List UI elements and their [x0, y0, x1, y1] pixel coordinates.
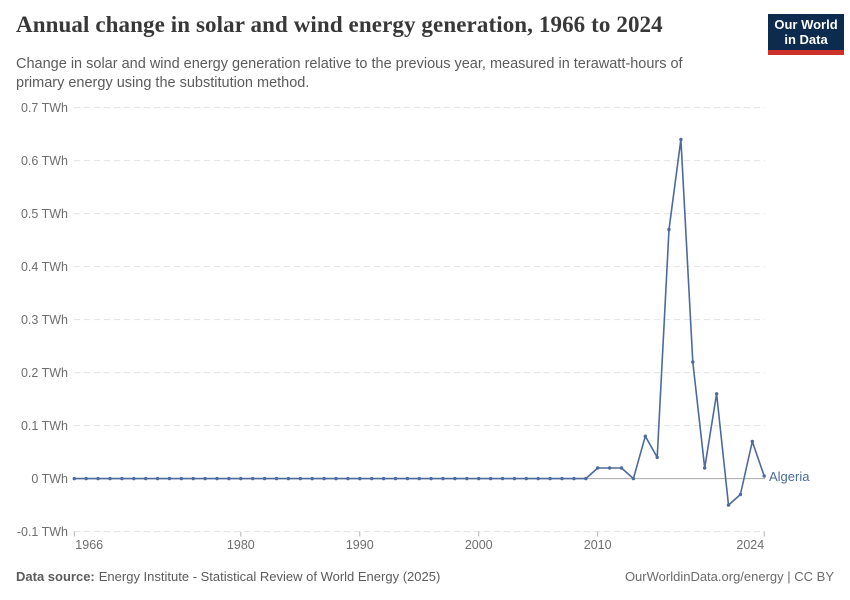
y-axis-label: 0.7 TWh — [20, 100, 68, 115]
data-point[interactable] — [417, 476, 421, 481]
data-point[interactable] — [619, 466, 624, 470]
x-axis-label: 2000 — [464, 538, 493, 552]
data-source-note[interactable]: Data source: Energy Institute - Statistic… — [16, 569, 440, 584]
data-point[interactable] — [322, 476, 326, 481]
data-line[interactable] — [73, 138, 766, 506]
data-point[interactable] — [298, 476, 302, 481]
data-point[interactable] — [429, 476, 433, 481]
y-axis-label: 0.4 TWh — [20, 259, 68, 274]
data-point[interactable] — [477, 476, 481, 481]
x-axis-label: 1966 — [75, 538, 104, 552]
data-point[interactable] — [370, 476, 374, 481]
subtitle-line-1: Change in solar and wind energy generati… — [16, 56, 683, 72]
data-point[interactable] — [667, 227, 671, 232]
data-point[interactable] — [191, 476, 195, 481]
data-point[interactable] — [679, 137, 683, 142]
data-point[interactable] — [631, 476, 636, 481]
x-axis-label: 2024 — [736, 538, 765, 552]
data-point[interactable] — [548, 476, 552, 481]
data-point[interactable] — [84, 476, 88, 481]
owid-credit-link[interactable]: OurWorldinData.org/energy | CC BY — [624, 569, 834, 584]
data-point[interactable] — [215, 476, 219, 481]
data-point[interactable] — [584, 476, 588, 481]
data-point[interactable] — [274, 476, 279, 481]
data-point[interactable] — [179, 476, 184, 481]
data-point[interactable] — [691, 360, 695, 364]
data-point[interactable] — [750, 439, 754, 444]
data-point[interactable] — [393, 476, 398, 481]
data-point[interactable] — [441, 476, 445, 481]
data-point[interactable] — [738, 492, 743, 497]
data-point[interactable] — [167, 476, 172, 481]
data-point[interactable] — [405, 476, 410, 481]
owid-logo-line1: Our World — [774, 17, 838, 32]
x-axis-label: 1990 — [345, 538, 374, 552]
y-axis-label: 0.1 TWh — [20, 418, 68, 433]
y-axis-label: 0.3 TWh — [20, 312, 68, 327]
data-point[interactable] — [72, 476, 77, 481]
data-point[interactable] — [524, 476, 528, 481]
data-point[interactable] — [203, 476, 207, 481]
series-label-algeria[interactable]: Algeria — [769, 469, 810, 484]
x-axis-label: 2010 — [583, 538, 612, 552]
data-source-text: Energy Institute - Statistical Review of… — [98, 569, 441, 584]
data-point[interactable] — [227, 476, 231, 481]
y-axis-label: 0.6 TWh — [20, 153, 68, 168]
data-point[interactable] — [310, 476, 314, 481]
data-point[interactable] — [512, 476, 517, 481]
data-point[interactable] — [762, 474, 766, 478]
data-point[interactable] — [96, 476, 100, 481]
data-point[interactable] — [358, 476, 362, 481]
data-point[interactable] — [488, 476, 493, 481]
data-point[interactable] — [596, 466, 600, 470]
data-point[interactable] — [655, 455, 659, 460]
data-point[interactable] — [536, 476, 540, 481]
data-point[interactable] — [334, 476, 338, 481]
data-point[interactable] — [726, 503, 731, 507]
data-source-label: Data source: — [16, 569, 95, 584]
data-point[interactable] — [144, 476, 148, 481]
page-title: Annual change in solar and wind energy g… — [16, 12, 663, 37]
data-point[interactable] — [262, 476, 267, 481]
data-point[interactable] — [453, 476, 457, 481]
data-point[interactable] — [286, 476, 291, 481]
data-point[interactable] — [500, 476, 505, 481]
data-point[interactable] — [346, 476, 350, 481]
data-point[interactable] — [381, 476, 386, 481]
data-point[interactable] — [607, 466, 612, 470]
y-axis-label: 0 TWh — [31, 471, 68, 486]
data-point[interactable] — [714, 392, 719, 396]
subtitle-line-2: primary energy using the substitution me… — [16, 75, 310, 91]
y-axis-label: 0.5 TWh — [20, 206, 68, 221]
x-axis-label: 1980 — [226, 538, 255, 552]
data-point[interactable] — [132, 476, 136, 481]
data-point[interactable] — [560, 476, 564, 481]
y-axis-label: 0.2 TWh — [20, 365, 68, 380]
data-point[interactable] — [251, 476, 255, 481]
y-axis-label: -0.1 TWh — [16, 524, 68, 539]
data-point[interactable] — [108, 476, 112, 481]
chart-subtitle: Change in solar and wind energy generati… — [16, 55, 736, 93]
data-point[interactable] — [155, 476, 160, 481]
data-point[interactable] — [572, 476, 576, 481]
data-point[interactable] — [643, 434, 647, 438]
owid-logo[interactable]: Our World in Data — [768, 14, 844, 55]
data-point[interactable] — [120, 476, 124, 481]
owid-logo-line2: in Data — [784, 32, 828, 47]
data-point[interactable] — [239, 476, 243, 481]
data-point[interactable] — [703, 466, 707, 470]
data-point[interactable] — [465, 476, 469, 481]
